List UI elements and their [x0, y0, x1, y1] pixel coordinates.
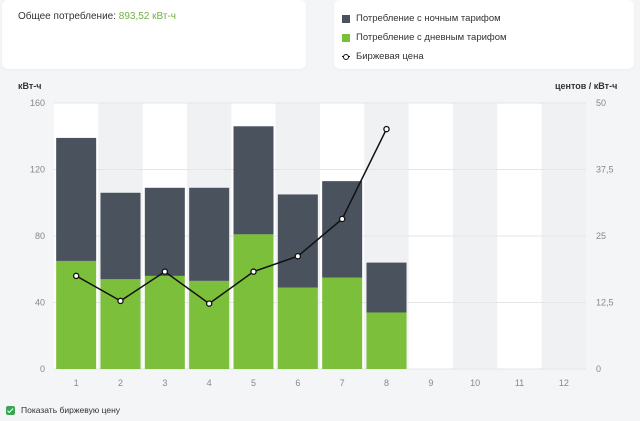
- y-right-tick-label: 25: [596, 231, 606, 241]
- summary-card: Общее потребление: 893,52 кВт-ч: [2, 0, 306, 69]
- total-consumption: Общее потребление: 893,52 кВт-ч: [18, 11, 176, 22]
- bar-day: [322, 277, 363, 369]
- y-tick-label: 160: [30, 98, 45, 108]
- bar-night: [100, 192, 141, 280]
- price-line: [75, 128, 388, 305]
- bar-day: [189, 280, 230, 369]
- bar-night: [189, 187, 230, 281]
- legend-price-label: Биржевая цена: [356, 51, 424, 62]
- bar-night: [366, 262, 407, 313]
- x-tick-label: 1: [74, 378, 79, 388]
- x-tick-label: 3: [162, 378, 167, 388]
- legend-card: Потребление с ночным тарифом Потребление…: [334, 0, 634, 69]
- price-point: [250, 268, 257, 275]
- legend-night-label: Потребление с ночным тарифом: [356, 13, 501, 24]
- left-axis-title: кВт-ч: [18, 81, 42, 91]
- x-tick-label: 10: [470, 378, 480, 388]
- y-tick-label: 0: [40, 364, 45, 374]
- total-value: 893,52 кВт-ч: [118, 11, 176, 22]
- price-point: [205, 300, 213, 307]
- legend-item-price[interactable]: Биржевая цена: [342, 51, 424, 62]
- x-tick-label: 6: [295, 378, 300, 388]
- bar-night: [277, 194, 318, 288]
- y-tick-label: 40: [35, 298, 45, 308]
- price-point: [383, 125, 390, 133]
- legend-item-night[interactable]: Потребление с ночным тарифом: [342, 13, 501, 24]
- legend-day-label: Потребление с дневным тарифом: [356, 32, 507, 43]
- y-tick-label: 120: [30, 165, 45, 175]
- bar-day: [233, 234, 274, 369]
- total-label: Общее потребление:: [18, 11, 116, 22]
- x-tick-label: 7: [340, 378, 345, 388]
- bar-day: [366, 312, 407, 369]
- x-tick-label: 9: [428, 378, 433, 388]
- x-tick-label: 5: [251, 378, 256, 388]
- checkbox-checked-icon[interactable]: [6, 405, 15, 415]
- bar-night: [233, 126, 274, 235]
- price-point: [294, 252, 302, 260]
- bar-day: [277, 287, 318, 369]
- x-tick-label: 8: [384, 378, 389, 388]
- legend-item-day[interactable]: Потребление с дневным тарифом: [342, 32, 507, 43]
- y-right-tick-label: 0: [596, 364, 601, 374]
- y-right-tick-label: 12,5: [596, 298, 614, 308]
- x-tick-label: 11: [515, 378, 524, 388]
- bar-night: [56, 137, 97, 261]
- price-point: [117, 297, 124, 305]
- y-tick-label: 80: [35, 231, 45, 241]
- price-point: [338, 215, 346, 223]
- bar-night: [144, 187, 185, 276]
- y-right-tick-label: 50: [596, 98, 606, 108]
- day-swatch-icon: [342, 33, 350, 42]
- night-swatch-icon: [342, 14, 350, 23]
- x-tick-label: 2: [118, 378, 123, 388]
- show-price-toggle[interactable]: Показать биржевую цену: [6, 405, 120, 415]
- price-point: [161, 268, 169, 275]
- right-axis-title: центов / кВт-ч: [555, 81, 618, 91]
- y-right-tick-label: 37,5: [596, 165, 614, 175]
- x-tick-label: 4: [207, 378, 212, 388]
- x-tick-label: 12: [559, 378, 569, 388]
- show-price-label: Показать биржевую цену: [21, 405, 121, 415]
- bar-night: [322, 181, 363, 278]
- bar-day: [144, 275, 185, 369]
- line-marker-icon: [342, 53, 350, 61]
- price-point: [72, 272, 80, 280]
